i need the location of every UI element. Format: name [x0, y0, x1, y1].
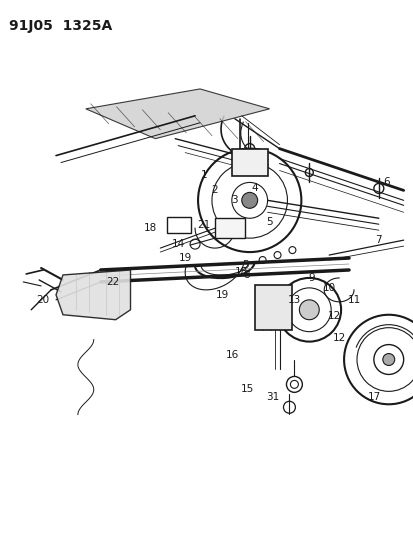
- Text: 22: 22: [106, 277, 119, 287]
- Bar: [254, 285, 292, 330]
- Polygon shape: [56, 270, 130, 320]
- Polygon shape: [85, 89, 269, 139]
- Text: 13: 13: [287, 295, 300, 305]
- Text: 5: 5: [242, 260, 249, 270]
- FancyBboxPatch shape: [167, 217, 191, 233]
- Text: 18: 18: [235, 267, 248, 277]
- Text: 31: 31: [265, 392, 278, 402]
- Text: 6: 6: [382, 177, 389, 188]
- Text: 9: 9: [307, 273, 314, 283]
- Text: 12: 12: [332, 333, 345, 343]
- Circle shape: [382, 353, 394, 366]
- Text: 91J05  1325A: 91J05 1325A: [9, 19, 112, 33]
- Bar: [214, 218, 244, 238]
- Text: 2: 2: [211, 185, 218, 196]
- Circle shape: [299, 300, 318, 320]
- Text: 7: 7: [375, 235, 381, 245]
- Text: 5: 5: [266, 217, 272, 227]
- Text: 1: 1: [200, 171, 207, 181]
- Text: 17: 17: [367, 392, 380, 402]
- Text: 4: 4: [251, 183, 257, 193]
- Text: 10: 10: [322, 283, 335, 293]
- Text: 3: 3: [231, 196, 237, 205]
- Text: 19: 19: [216, 290, 229, 300]
- Text: 19: 19: [178, 253, 191, 263]
- Text: 8: 8: [243, 270, 249, 280]
- Text: 14: 14: [171, 239, 184, 249]
- Circle shape: [241, 192, 257, 208]
- Text: 18: 18: [143, 223, 157, 233]
- Text: 15: 15: [240, 384, 254, 394]
- Text: 20: 20: [36, 295, 50, 305]
- Bar: [231, 149, 267, 176]
- Text: 21: 21: [197, 220, 210, 230]
- Text: 11: 11: [347, 295, 360, 305]
- Text: 16: 16: [225, 350, 239, 360]
- Text: 12: 12: [327, 311, 340, 321]
